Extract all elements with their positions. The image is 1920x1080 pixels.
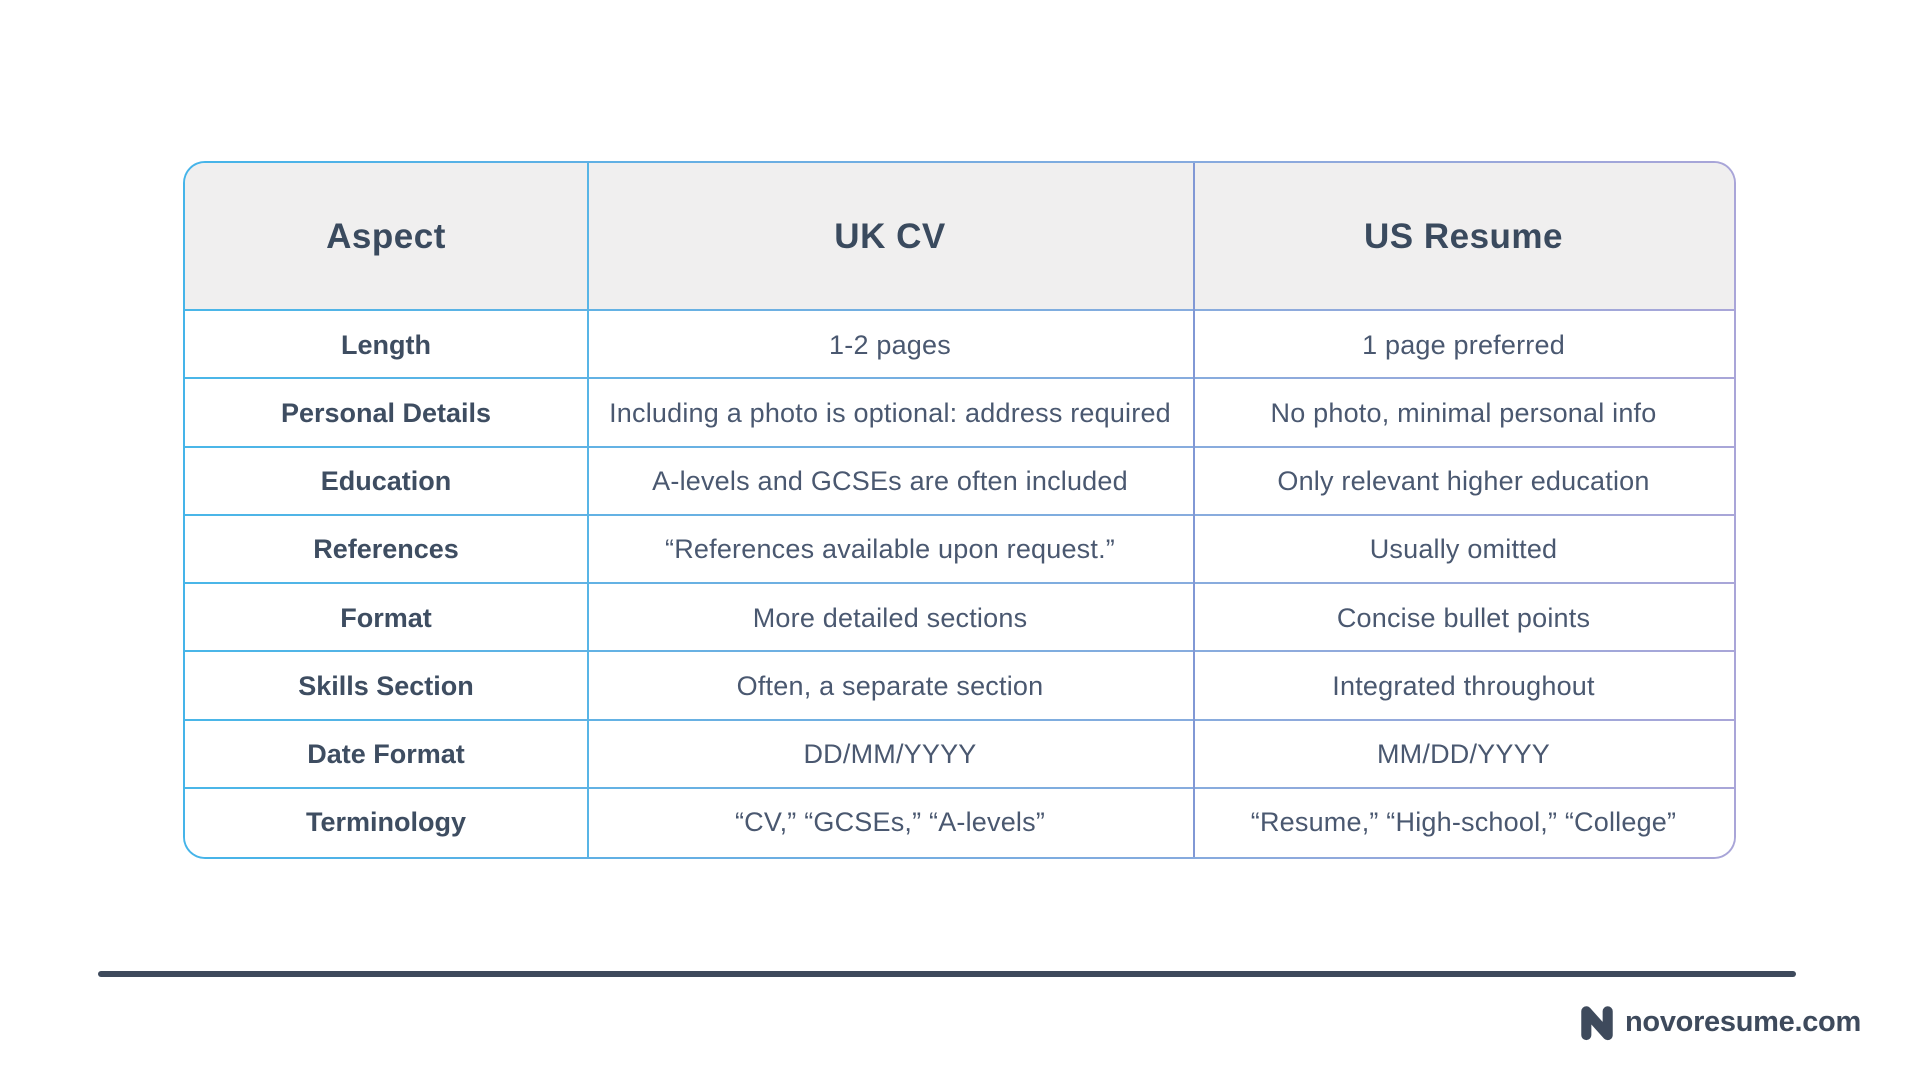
table-row: References “References available upon re… xyxy=(185,515,1734,585)
novoresume-n-icon xyxy=(1578,1003,1616,1041)
table-row: Date Format DD/MM/YYYY MM/DD/YYYY xyxy=(185,720,1734,790)
table-row: Length 1-2 pages 1 page preferred xyxy=(185,311,1734,380)
footer-divider-line xyxy=(98,971,1796,977)
uk-cv-cell: “References available upon request.” xyxy=(665,534,1115,565)
us-resume-cell: MM/DD/YYYY xyxy=(1376,739,1551,770)
aspect-cell: Length xyxy=(341,329,431,360)
comparison-table: Aspect UK CV US Resume Length 1-2 pages … xyxy=(183,161,1736,859)
uk-cv-cell: Including a photo is optional: address r… xyxy=(609,397,1171,428)
aspect-cell: Personal Details xyxy=(280,397,492,428)
us-resume-cell: No photo, minimal personal info xyxy=(1270,397,1657,428)
uk-cv-cell: Often, a separate section xyxy=(736,670,1044,701)
us-resume-cell: Integrated throughout xyxy=(1332,670,1595,701)
us-resume-cell: Concise bullet points xyxy=(1336,602,1591,633)
uk-cv-cell: More detailed sections xyxy=(752,602,1028,633)
table-header-row: Aspect UK CV US Resume xyxy=(185,163,1734,311)
brand-logo: novoresume.com xyxy=(1578,1002,1861,1042)
table-row: Personal Details Including a photo is op… xyxy=(185,379,1734,448)
aspect-cell: Format xyxy=(340,602,432,633)
column-header-us-resume: US Resume xyxy=(1363,217,1564,256)
aspect-cell: Terminology xyxy=(305,807,466,838)
uk-cv-cell: “CV,” “GCSEs,” “A-levels” xyxy=(734,807,1046,838)
brand-name: novoresume.com xyxy=(1625,1005,1861,1038)
column-divider-2 xyxy=(1193,163,1195,857)
us-resume-cell: 1 page preferred xyxy=(1362,329,1565,360)
uk-cv-cell: A-levels and GCSEs are often included xyxy=(652,466,1128,497)
uk-cv-cell: 1-2 pages xyxy=(829,329,951,360)
aspect-cell: References xyxy=(313,534,459,565)
aspect-cell: Skills Section xyxy=(298,670,474,701)
column-header-uk-cv: UK CV xyxy=(834,217,946,256)
us-resume-cell: Usually omitted xyxy=(1369,534,1558,565)
aspect-cell: Date Format xyxy=(307,739,465,770)
table-row: Terminology “CV,” “GCSEs,” “A-levels” “R… xyxy=(185,788,1734,857)
table-row: Format More detailed sections Concise bu… xyxy=(185,584,1734,653)
us-resume-cell: Only relevant higher education xyxy=(1277,466,1650,497)
uk-cv-cell: DD/MM/YYYY xyxy=(803,739,977,770)
table-row: Skills Section Often, a separate section… xyxy=(185,652,1734,721)
table-row: Education A-levels and GCSEs are often i… xyxy=(185,447,1734,517)
column-header-aspect: Aspect xyxy=(326,217,446,256)
column-divider-1 xyxy=(587,163,589,857)
us-resume-cell: “Resume,” “High-school,” “College” xyxy=(1250,807,1677,838)
aspect-cell: Education xyxy=(320,466,452,497)
